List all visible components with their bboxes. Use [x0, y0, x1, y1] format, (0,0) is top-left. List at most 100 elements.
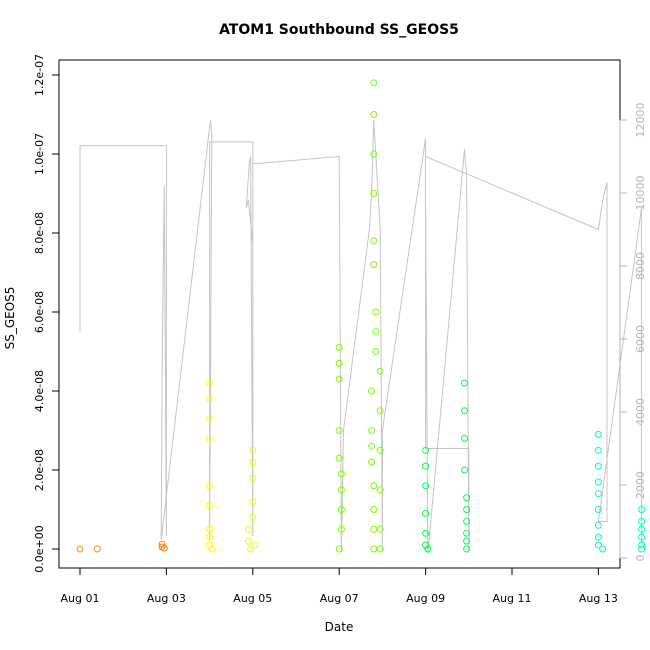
data-point	[206, 395, 214, 403]
data-point	[594, 490, 602, 498]
y-tick-label: 6.0e-08	[33, 291, 46, 333]
data-point	[206, 541, 214, 549]
data-point	[370, 545, 378, 553]
y-right-tick-label: 0	[634, 555, 647, 562]
data-point	[376, 407, 384, 415]
data-point	[206, 502, 214, 510]
data-point	[247, 545, 255, 553]
x-axis: Aug 01 Aug 03 Aug 05 Aug 07 Aug 09 Aug 11 Aug …	[61, 567, 618, 605]
y-tick-label: 1.2e-07	[33, 54, 46, 96]
data-point	[206, 533, 214, 541]
data-point	[638, 506, 646, 513]
data-point	[249, 513, 257, 521]
y-right-tick-label: 8000	[634, 252, 647, 280]
data-point	[245, 525, 252, 533]
data-point	[370, 111, 378, 118]
data-points	[76, 79, 646, 553]
y-tick-label: 4.0e-08	[33, 370, 46, 412]
data-point	[206, 482, 214, 490]
data-point	[335, 427, 343, 434]
data-point	[638, 533, 646, 541]
x-tick-label: Aug 09	[406, 592, 445, 605]
data-point	[249, 446, 257, 454]
data-point	[594, 541, 602, 549]
data-point	[461, 379, 468, 387]
x-axis-label: Date	[325, 620, 354, 634]
data-point	[594, 478, 602, 486]
data-point	[463, 529, 471, 537]
data-point	[422, 510, 430, 517]
data-point	[337, 486, 345, 494]
data-point	[158, 540, 166, 548]
y-tick-label: 8.0e-08	[33, 212, 46, 254]
data-point	[594, 462, 602, 470]
data-point	[335, 545, 343, 553]
data-point	[638, 517, 646, 525]
data-point	[463, 545, 471, 553]
data-point	[599, 545, 607, 553]
data-point	[208, 545, 216, 553]
data-point	[206, 379, 214, 387]
data-point	[372, 328, 380, 336]
y-tick-label: 1.0e-07	[33, 133, 46, 175]
data-point	[206, 415, 214, 423]
data-point	[370, 482, 378, 490]
data-point	[422, 462, 430, 470]
x-tick-label: Aug 05	[233, 592, 272, 605]
y-right-tick-label: 6000	[634, 325, 647, 353]
x-tick-label: Aug 01	[61, 592, 100, 605]
data-point	[76, 545, 84, 553]
data-point	[370, 237, 378, 245]
data-point	[422, 446, 430, 454]
y-right-tick-label: 2000	[634, 471, 647, 499]
data-point	[370, 190, 378, 197]
data-point	[206, 434, 214, 442]
y-right-tick-label: 4000	[634, 398, 647, 426]
data-point	[422, 482, 430, 490]
data-point	[372, 308, 380, 316]
data-point	[249, 498, 257, 506]
data-point	[594, 521, 602, 529]
data-point	[368, 458, 376, 466]
chart-title: ATOM1 Southbound SS_GEOS5	[219, 22, 459, 38]
data-point	[368, 427, 376, 434]
y-right-tick-label: 12000	[634, 103, 647, 138]
data-point	[594, 430, 602, 438]
data-point	[376, 525, 384, 533]
y-axis: 0.0e+00 2.0e-08 4.0e-08 6.0e-08 8.0e-08 1.0e-…	[33, 54, 60, 573]
x-tick-label: Aug 13	[579, 592, 618, 605]
data-point	[461, 407, 468, 415]
y-axis-label: SS_GEOS5	[3, 287, 17, 350]
data-point	[594, 533, 602, 541]
data-point	[335, 454, 343, 462]
data-point	[370, 261, 378, 269]
y-tick-label: 2.0e-08	[33, 449, 46, 491]
data-point	[249, 458, 257, 466]
data-point	[206, 525, 214, 533]
y-tick-label: 0.0e+00	[33, 525, 46, 572]
y-right-tick-label: 10000	[634, 176, 647, 211]
data-point	[463, 494, 471, 502]
x-tick-label: Aug 03	[147, 592, 186, 605]
data-point	[337, 525, 345, 533]
data-point	[370, 79, 378, 87]
data-point	[463, 517, 471, 525]
data-point	[335, 344, 343, 351]
data-point	[160, 544, 168, 552]
data-point	[372, 348, 380, 355]
data-point	[335, 359, 343, 367]
data-point	[335, 375, 343, 383]
data-point	[249, 474, 257, 482]
y-axis-right: 0 2000 4000 6000 8000 10000 12000	[619, 103, 647, 562]
data-point	[337, 470, 345, 478]
data-point	[376, 367, 384, 375]
data-point	[594, 506, 602, 513]
data-point	[594, 446, 602, 454]
data-point	[368, 442, 376, 450]
data-point	[93, 545, 101, 553]
data-point	[463, 537, 471, 545]
data-point	[370, 525, 378, 533]
data-point	[337, 506, 345, 513]
data-point	[424, 545, 432, 553]
